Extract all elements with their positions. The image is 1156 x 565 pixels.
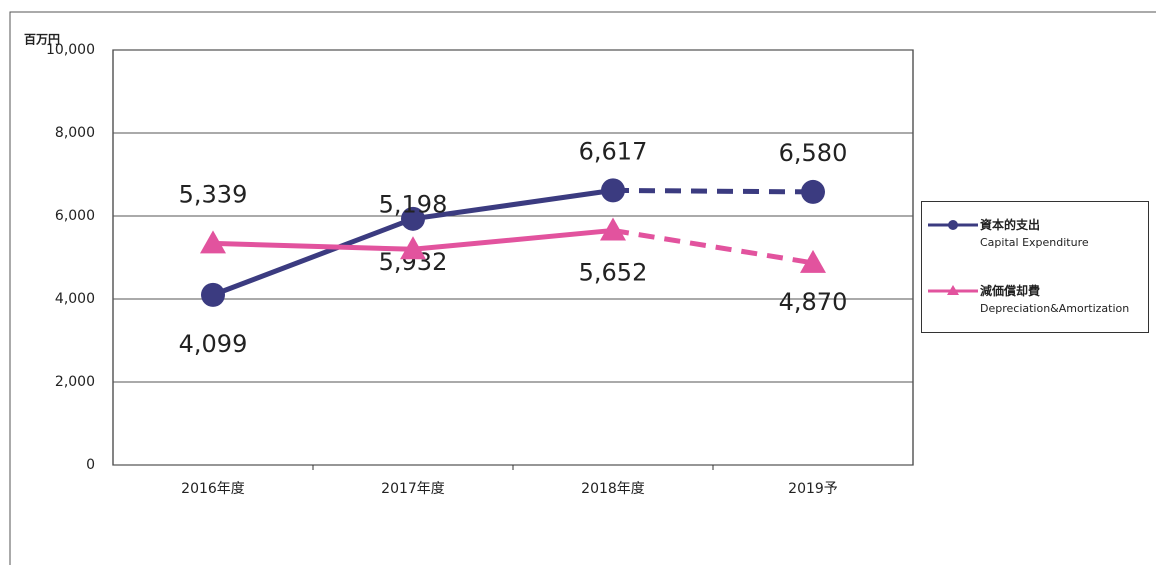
data-label: 6,617 [579,137,648,165]
x-tick-label: 2019予 [788,481,838,497]
data-label: 4,870 [779,288,848,316]
y-tick-label: 2,000 [55,374,95,390]
marker [600,217,626,241]
y-tick-label: 6,000 [55,208,95,224]
y-unit: 百万円 [24,33,60,47]
marker [800,249,826,273]
y-tick-label: 8,000 [55,125,95,141]
series-line [612,187,814,195]
legend-name-en: Capital Expenditure [980,236,1089,249]
legend-marker [948,220,958,230]
data-label: 6,580 [779,139,848,167]
marker [401,206,425,231]
data-label: 5,339 [179,180,248,208]
frame [9,11,1156,565]
legend-swatch [928,220,978,230]
legend-entry: 資本的支出 Capital Expenditure [980,216,1148,252]
x-tick-label: 2018年度 [581,481,645,497]
marker [601,178,625,203]
series-line [612,227,814,266]
legend-swatch [928,285,978,295]
x-tick-label: 2017年度 [381,481,445,497]
y-tick-label: 10,000 [46,42,95,58]
marker [400,236,426,260]
legend-name: 減価償却費 [980,284,1041,298]
y-tick-label: 0 [86,457,95,473]
legend-entry: 減価償却費 Depreciation&Amortization [980,282,1148,318]
legend: 資本的支出 Capital Expenditure 減価償却費 Depreciatio… [921,201,1149,333]
data-label: 5,652 [579,258,648,286]
x-tick-label: 2016年度 [181,481,245,497]
marker [801,179,825,204]
y-tick-label: 4,000 [55,291,95,307]
legend-marker [947,285,959,295]
marker [201,282,225,307]
legend-name-en: Depreciation&Amortization [980,302,1130,315]
legend-name: 資本的支出 [980,218,1041,232]
data-label: 5,198 [379,190,448,218]
marker [200,230,226,254]
data-label: 4,099 [179,330,248,358]
